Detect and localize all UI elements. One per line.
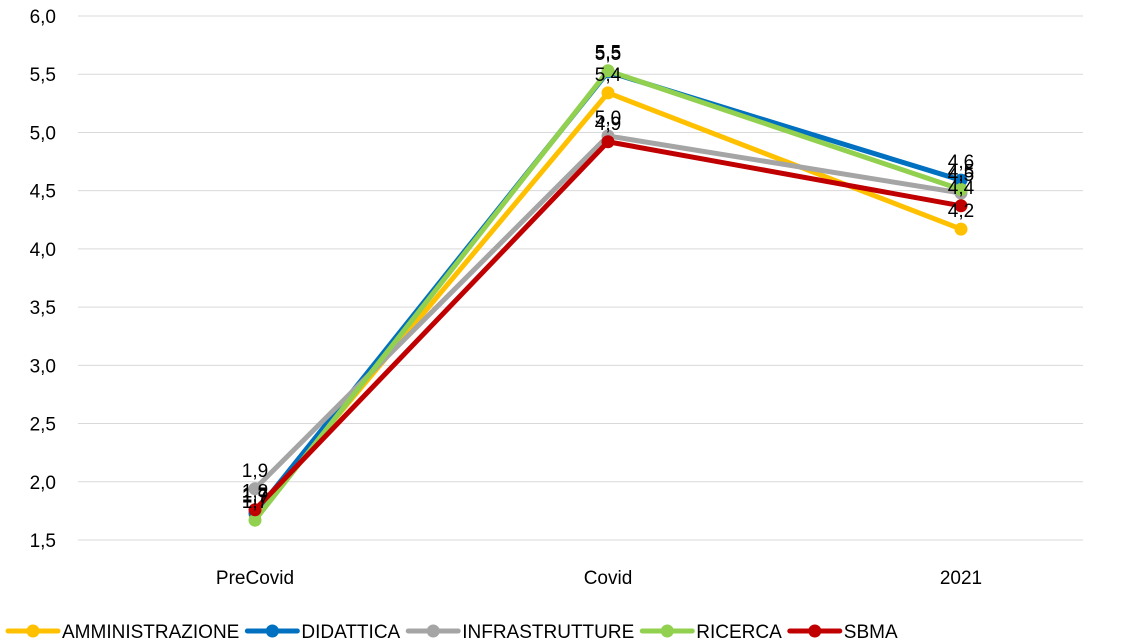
data-label-amministrazione: 4,2 xyxy=(948,201,974,222)
data-label-sbma: 1,8 xyxy=(242,482,268,503)
data-point-amministrazione xyxy=(601,86,615,100)
legend-swatch-marker xyxy=(426,624,440,638)
data-label-sbma: 4,9 xyxy=(595,114,621,135)
legend-label: SBMA xyxy=(844,622,898,643)
legend-swatch-marker xyxy=(26,624,40,638)
data-label-amministrazione: 1,7 xyxy=(242,486,268,507)
grid-layer xyxy=(78,15,1083,541)
data-label-didattica: 5,5 xyxy=(595,44,621,65)
data-point-ricerca xyxy=(954,183,968,197)
y-tick-label: 2,0 xyxy=(30,473,56,494)
y-tick-label: 4,5 xyxy=(30,182,56,203)
data-label-infrastrutture: 5,0 xyxy=(595,108,621,129)
legend-item-amministrazione: AMMINISTRAZIONE xyxy=(5,622,239,643)
legend-label: INFRASTRUTTURE xyxy=(462,622,634,643)
data-point-didattica xyxy=(954,173,968,187)
legend: AMMINISTRAZIONE DIDATTICA INFRASTRUTTURE RI… xyxy=(5,622,898,643)
legend-swatch-marker xyxy=(808,624,822,638)
series-line-sbma xyxy=(252,139,964,513)
legend-swatch-marker xyxy=(660,624,674,638)
data-label-didattica: 4,6 xyxy=(948,152,974,173)
data-point-amministrazione xyxy=(954,222,968,236)
data-label-ricerca: 1,7 xyxy=(242,492,268,513)
y-axis: 1,5 2,0 2,5 3,0 3,5 4,0 4,5 5,0 5,5 6,0 xyxy=(30,7,56,552)
y-tick-label: 3,0 xyxy=(30,356,56,377)
legend-label: AMMINISTRAZIONE xyxy=(62,622,239,643)
legend-item-didattica: DIDATTICA xyxy=(244,622,401,643)
data-point-ricerca xyxy=(601,64,615,78)
y-tick-label: 3,5 xyxy=(30,298,56,319)
data-label-didattica: 1,7 xyxy=(242,485,268,506)
data-labels: 1,75,44,21,75,54,61,95,04,51,75,54,51,84… xyxy=(242,43,975,513)
data-point-ricerca xyxy=(248,513,262,527)
legend-item-ricerca: RICERCA xyxy=(639,622,782,643)
data-label-ricerca: 5,5 xyxy=(595,43,621,64)
x-axis: PreCovid Covid 2021 xyxy=(216,568,982,589)
series-layer xyxy=(248,64,968,527)
data-point-infrastrutture xyxy=(248,482,262,496)
legend-label: DIDATTICA xyxy=(301,622,400,643)
legend-item-sbma: SBMA xyxy=(787,622,898,643)
legend-item-infrastrutture: INFRASTRUTTURE xyxy=(405,622,634,643)
x-tick-label: 2021 xyxy=(940,568,982,589)
y-tick-label: 5,5 xyxy=(30,65,56,86)
y-tick-label: 5,0 xyxy=(30,123,56,144)
data-label-sbma: 4,4 xyxy=(948,178,975,199)
y-tick-label: 2,5 xyxy=(30,415,56,436)
legend-label: RICERCA xyxy=(696,622,782,643)
data-label-infrastrutture: 1,9 xyxy=(242,461,268,482)
data-point-sbma xyxy=(248,503,262,517)
y-tick-label: 1,5 xyxy=(30,531,56,552)
data-label-infrastrutture: 4,5 xyxy=(948,165,974,186)
data-label-amministrazione: 5,4 xyxy=(595,65,622,86)
x-tick-label: Covid xyxy=(584,568,633,589)
x-tick-label: PreCovid xyxy=(216,568,294,589)
data-label-ricerca: 4,5 xyxy=(948,162,974,183)
legend-swatch-marker xyxy=(265,624,279,638)
data-point-sbma xyxy=(954,199,968,213)
y-tick-label: 4,0 xyxy=(30,240,56,261)
y-tick-label: 6,0 xyxy=(30,7,56,28)
data-point-sbma xyxy=(601,135,615,149)
